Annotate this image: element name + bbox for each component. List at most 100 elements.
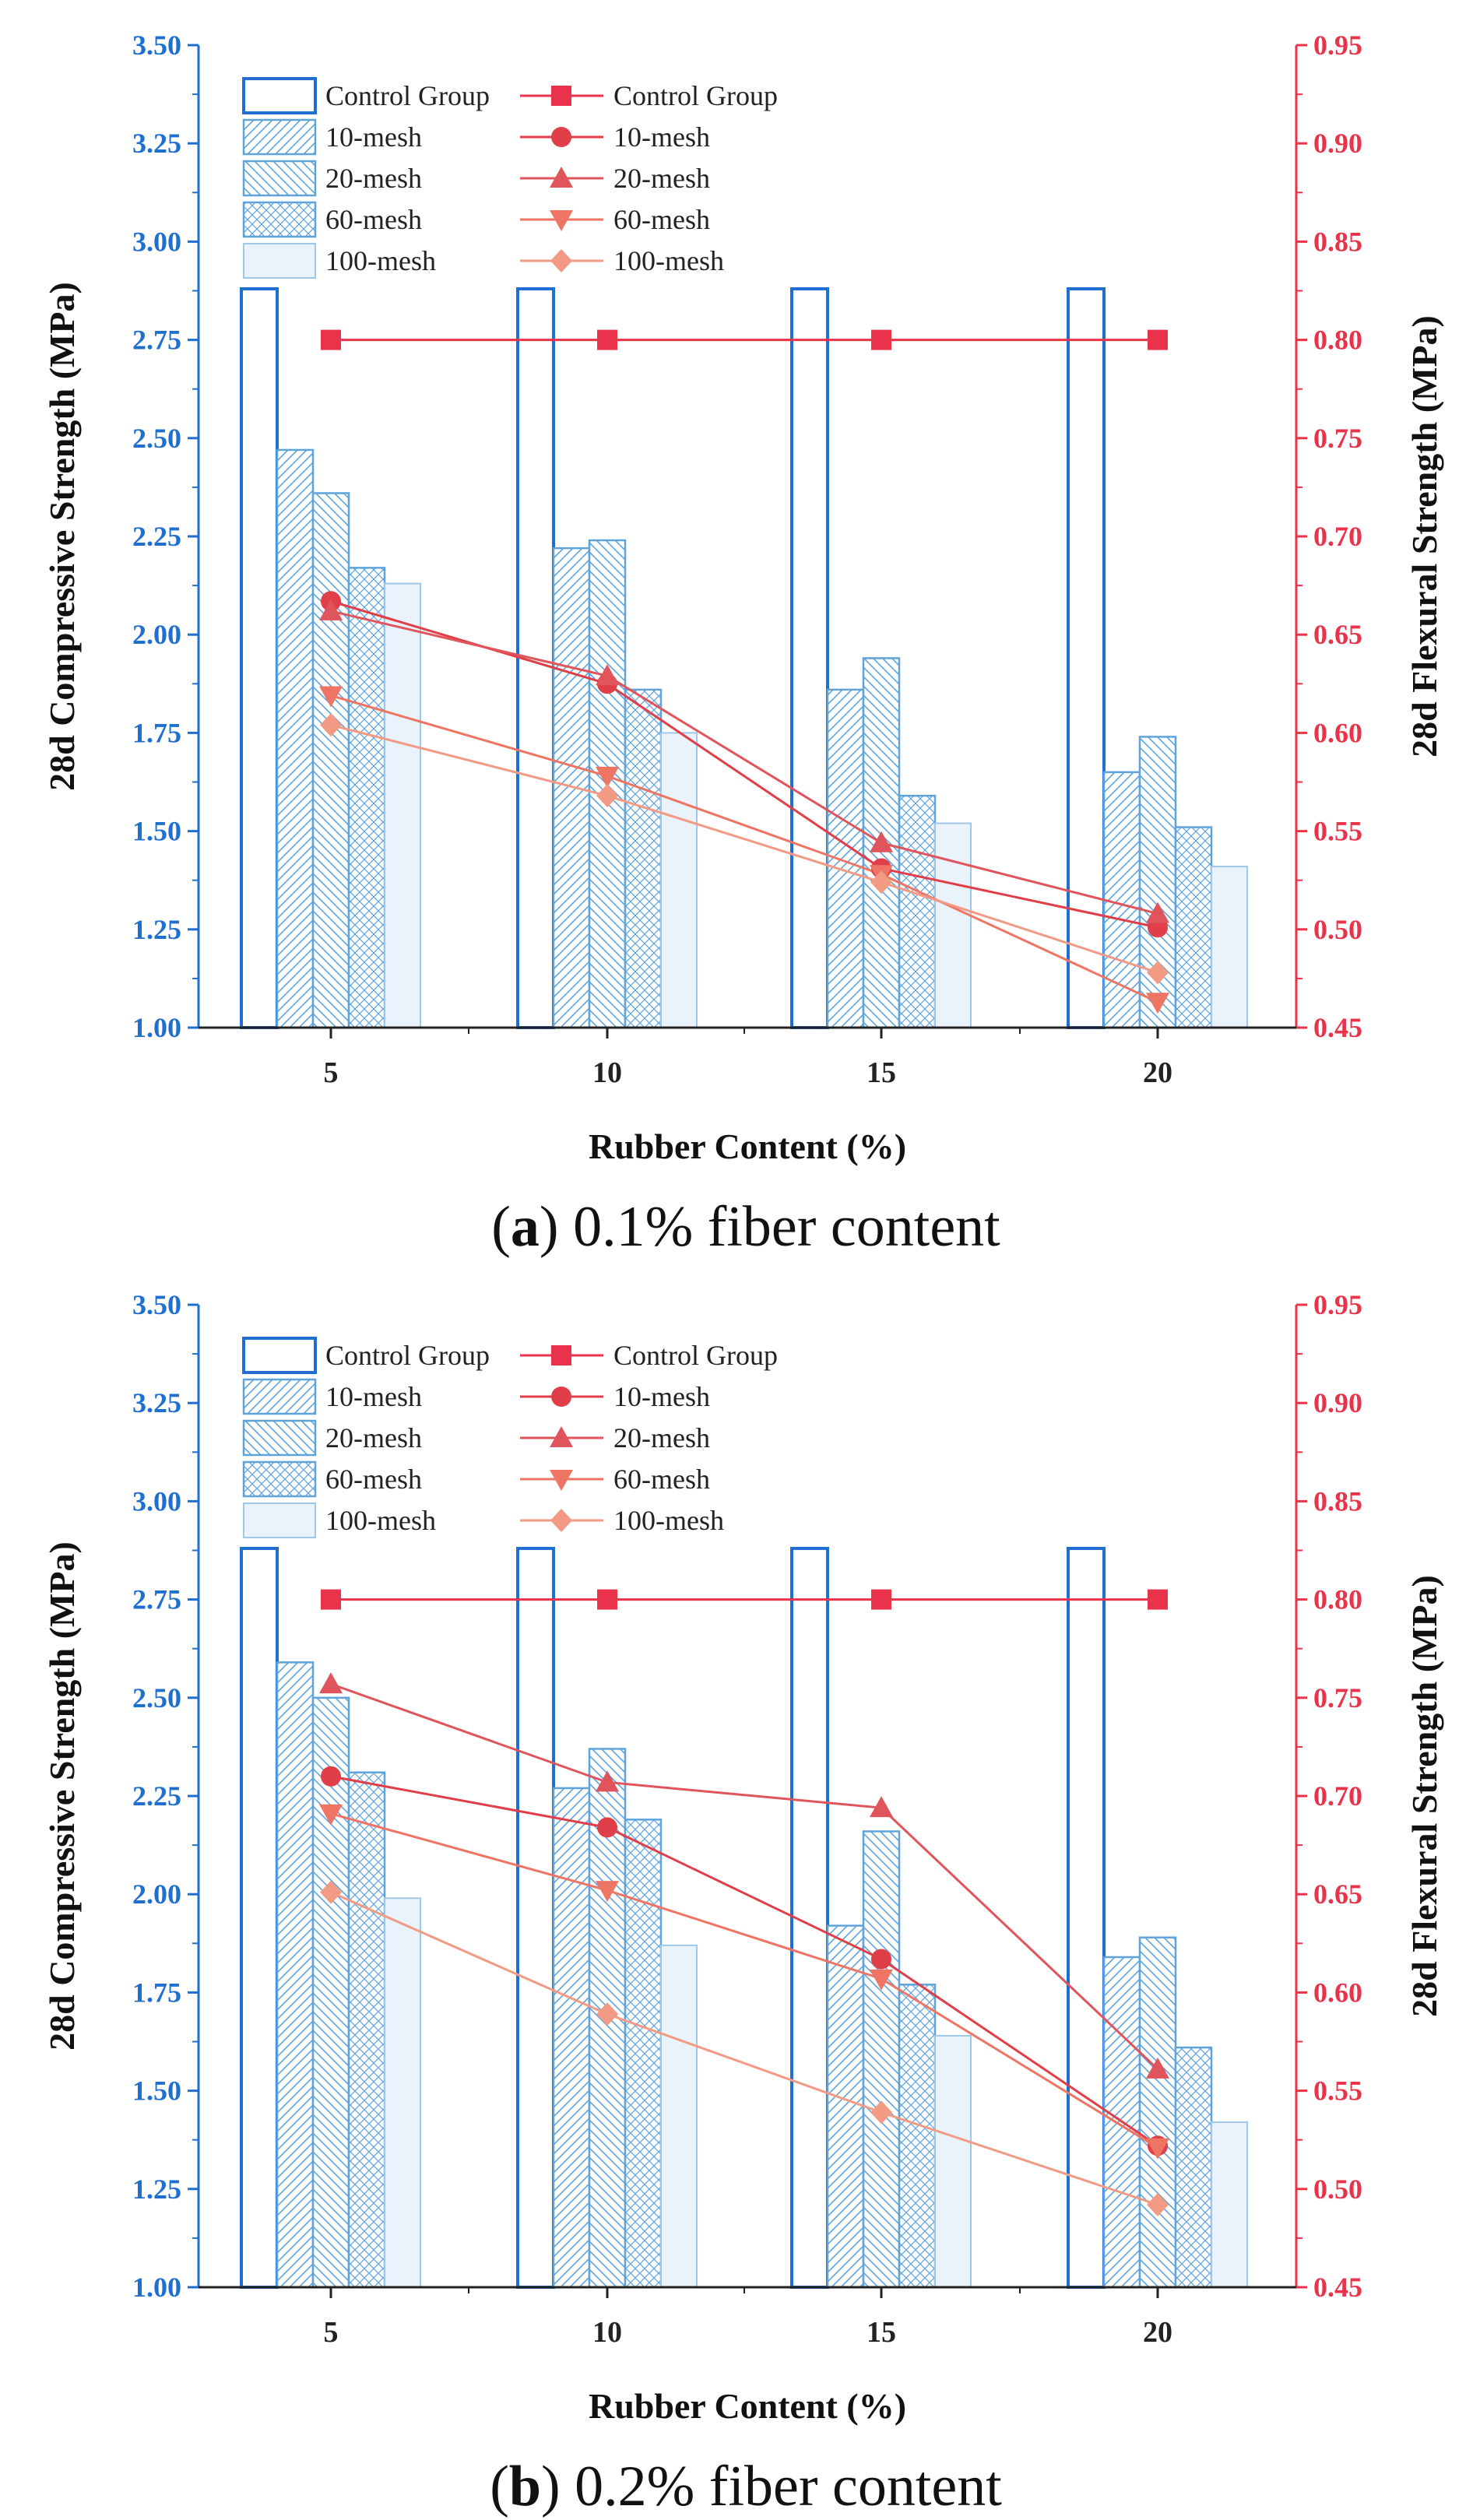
bar-10-mesh-20: [1102, 771, 1141, 1029]
x-axis-title: Rubber Content (%): [589, 1126, 906, 1166]
left-tick-label: 1.50: [132, 2075, 181, 2107]
bar-10-mesh-5: [276, 448, 315, 1029]
left-tick-label: 2.25: [132, 1780, 181, 1812]
bar-100-mesh-10: [660, 732, 698, 1029]
left-tick-label: 1.00: [132, 1012, 181, 1043]
point-control-group-20: [1148, 1589, 1168, 1610]
legend-swatch-marker: [550, 1509, 572, 1532]
x-tick-label: 10: [592, 2316, 622, 2349]
point-60-mesh-5: [319, 1804, 343, 1826]
left-tick-label: 1.25: [132, 2174, 181, 2205]
bar-control-group-20: [1067, 286, 1106, 1029]
legend-swatch-marker: [551, 1387, 571, 1407]
point-control-group-10: [597, 329, 617, 350]
legend-swatch-marker: [551, 1345, 571, 1365]
legend-swatch-bar: [242, 160, 317, 197]
right-tick-label: 0.70: [1313, 1780, 1362, 1812]
bar-60-mesh-10: [624, 1819, 663, 2289]
legend-label-bar: Control Group: [325, 1340, 490, 1371]
legend-swatch-marker: [550, 1470, 573, 1491]
chart-b-svg: 1.00 1.25 1.50 1.75 2.00 2.25 2.50 2.75 3.00 3.25…: [42, 1289, 1444, 2518]
bar-group: [240, 286, 1248, 1029]
axes: 1.00 1.25 1.50 1.75 2.00 2.25 2.50 2.75 3.00 3.25…: [132, 1289, 1362, 2349]
point-60-mesh-15: [870, 1969, 893, 1991]
left-tick-label: 3.00: [132, 1485, 181, 1517]
left-tick-label: 2.75: [132, 1584, 181, 1615]
legend-label-line: 10-mesh: [613, 121, 710, 153]
legend-swatch-marker: [550, 167, 573, 188]
left-tick-label: 3.50: [132, 1289, 181, 1320]
point-100-mesh-5: [320, 1880, 342, 1904]
point-60-mesh-10: [596, 766, 619, 788]
bar-20-mesh-20: [1138, 1936, 1177, 2289]
point-20-mesh-15: [870, 831, 893, 852]
bar-100-mesh-5: [384, 582, 421, 1028]
point-control-group-15: [871, 329, 891, 350]
legend-label-bar: 10-mesh: [325, 121, 422, 153]
point-20-mesh-10: [596, 664, 619, 686]
right-tick-label: 0.45: [1313, 1012, 1362, 1043]
caption-paren-open: (: [491, 1195, 511, 1259]
line-10-mesh: [330, 1775, 1158, 2147]
left-tick-label: 2.00: [132, 619, 181, 650]
bar-10-mesh-10: [552, 1787, 591, 2289]
right-tick-label: 0.60: [1313, 1977, 1362, 2008]
y2-axis-title: 28d Flexural Strength (MPa): [1404, 1575, 1444, 2017]
point-20-mesh-20: [1146, 2057, 1169, 2079]
bar-10-mesh-10: [552, 547, 591, 1029]
point-20-mesh-5: [319, 599, 343, 620]
left-tick-label: 3.25: [132, 128, 181, 159]
legend-swatch-marker: [551, 127, 571, 147]
x-tick-label: 20: [1143, 1056, 1172, 1089]
left-tick-label: 2.00: [132, 1879, 181, 1910]
bar-60-mesh-20: [1174, 826, 1213, 1029]
right-tick-label: 0.50: [1313, 2174, 1362, 2205]
caption-paren-close: ): [540, 1195, 573, 1259]
y-axis-title: 28d Compressive Strength (MPa): [42, 282, 82, 791]
left-tick-label: 1.25: [132, 914, 181, 945]
bar-10-mesh-5: [276, 1661, 315, 2289]
right-tick-label: 0.85: [1313, 226, 1362, 257]
left-tick-label: 2.50: [132, 423, 181, 454]
x-tick-label: 5: [324, 2316, 339, 2349]
legend-label-bar: Control Group: [325, 80, 490, 111]
point-60-mesh-20: [1146, 2138, 1169, 2160]
bar-60-mesh-5: [347, 567, 386, 1029]
caption-paren-close: ): [541, 2455, 575, 2518]
left-tick-label: 3.50: [132, 30, 181, 61]
legend-swatch-bar: [242, 1460, 317, 1498]
point-60-mesh-5: [319, 686, 343, 708]
point-100-mesh-10: [596, 784, 618, 808]
bar-100-mesh-5: [384, 1897, 421, 2288]
left-tick-label: 1.50: [132, 816, 181, 847]
chart-a-svg: 1.00 1.25 1.50 1.75 2.00 2.25 2.50 2.75 3.00 3.25…: [42, 30, 1444, 1259]
legend-swatch-bar: [243, 1503, 316, 1538]
x-tick-label: 20: [1143, 2316, 1172, 2349]
right-tick-label: 0.55: [1313, 2075, 1362, 2107]
bar-group: [240, 1546, 1248, 2289]
caption-text: 0.2% fiber content: [575, 2455, 1002, 2518]
bar-100-mesh-15: [934, 2034, 972, 2288]
point-10-mesh-5: [321, 1766, 341, 1787]
right-tick-label: 0.90: [1313, 128, 1362, 159]
point-control-group-20: [1148, 329, 1168, 350]
legend-swatch-marker: [550, 210, 573, 231]
left-tick-label: 2.50: [132, 1682, 181, 1713]
figure-caption: (b) 0.2% fiber content: [490, 2455, 1002, 2518]
caption-paren-open: (: [490, 2455, 509, 2518]
legend-label-bar: 20-mesh: [325, 1422, 422, 1453]
point-control-group-10: [597, 1589, 617, 1610]
legend-label-line: 20-mesh: [613, 163, 710, 194]
legend-label-line: 60-mesh: [613, 204, 710, 235]
line-60-mesh: [330, 1812, 1158, 2149]
point-100-mesh-10: [596, 2002, 618, 2026]
point-20-mesh-20: [1146, 902, 1169, 923]
x-tick-label: 10: [592, 1056, 622, 1089]
figure-caption: (a) 0.1% fiber content: [491, 1195, 1000, 1259]
left-tick-label: 2.75: [132, 325, 181, 356]
left-tick-label: 2.25: [132, 521, 181, 552]
left-tick-label: 3.25: [132, 1387, 181, 1418]
legend-swatch-bar: [243, 243, 316, 279]
caption-letter: a: [511, 1195, 540, 1259]
right-tick-label: 0.80: [1313, 325, 1362, 356]
